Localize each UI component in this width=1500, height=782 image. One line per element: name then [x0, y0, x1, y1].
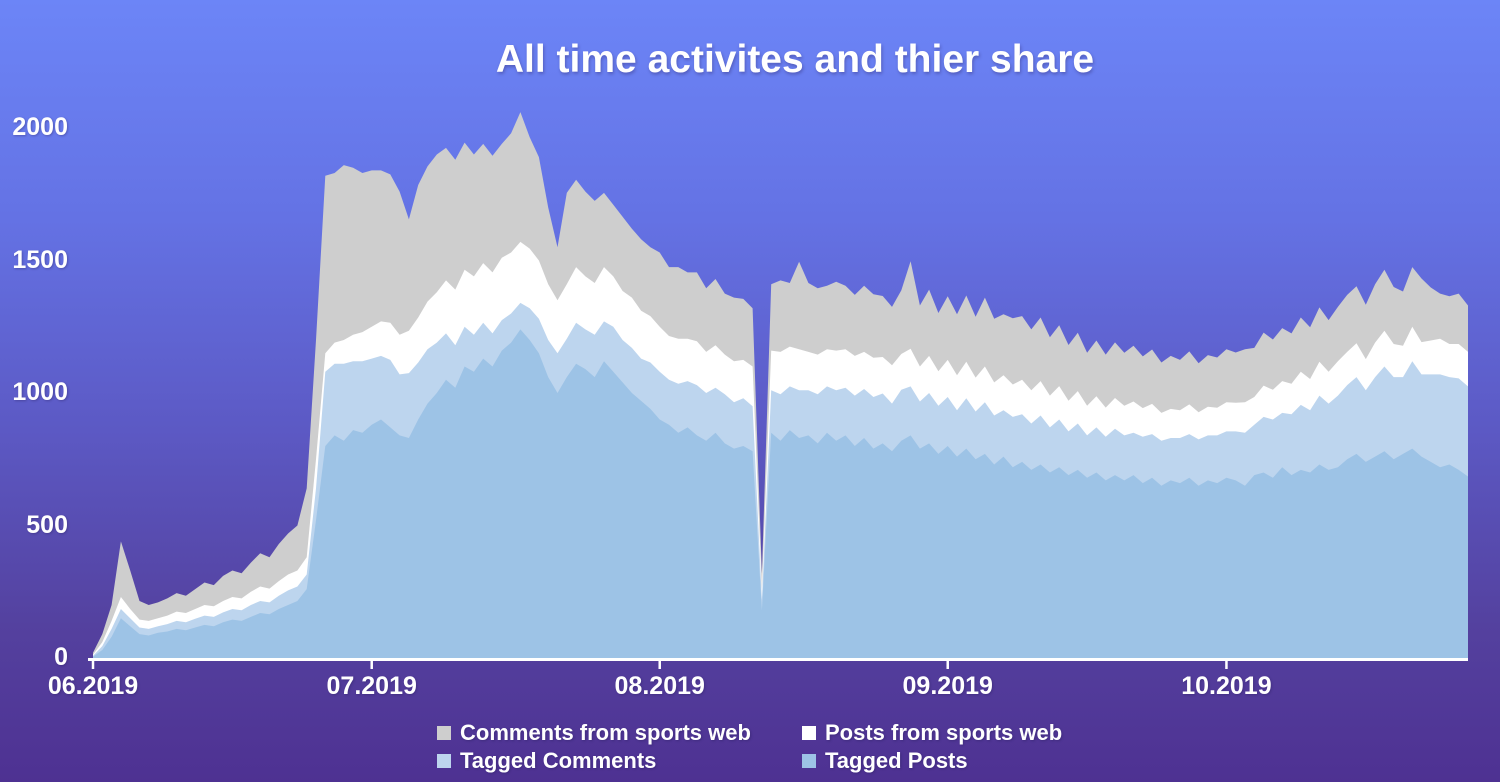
x-axis-tick-label: 09.2019	[902, 672, 993, 700]
legend-swatch-icon	[802, 726, 816, 740]
legend-label: Tagged Comments	[460, 748, 657, 773]
legend-item-tagged-posts: Tagged Posts	[802, 748, 968, 774]
x-axis-tick-label: 08.2019	[614, 672, 705, 700]
legend-item-posts-from-sports-web: Posts from sports web	[802, 720, 1062, 746]
legend-swatch-icon	[802, 754, 816, 768]
y-axis-tick-label: 500	[26, 510, 68, 539]
x-axis-tick-label: 10.2019	[1181, 672, 1272, 700]
legend-item-tagged-comments: Tagged Comments	[437, 748, 656, 774]
area-tagged-posts	[93, 329, 1468, 658]
legend-swatch-icon	[437, 726, 451, 740]
y-axis-tick-label: 0	[54, 643, 68, 671]
legend-item-comments-from-sports-web: Comments from sports web	[437, 720, 751, 746]
y-axis-tick-label: 1000	[12, 378, 68, 406]
legend-label: Posts from sports web	[825, 720, 1063, 745]
y-axis-tick-label: 1500	[12, 245, 68, 274]
chart-title: All time activites and thier share	[495, 38, 1095, 81]
y-axis-tick-label: 2000	[12, 113, 68, 141]
legend-swatch-icon	[437, 754, 451, 768]
legend-label: Comments from sports web	[460, 720, 751, 745]
x-axis-tick-label: 06.2019	[47, 672, 139, 700]
legend-label: Tagged Posts	[825, 748, 968, 773]
x-axis-tick-label: 07.2019	[326, 672, 417, 700]
